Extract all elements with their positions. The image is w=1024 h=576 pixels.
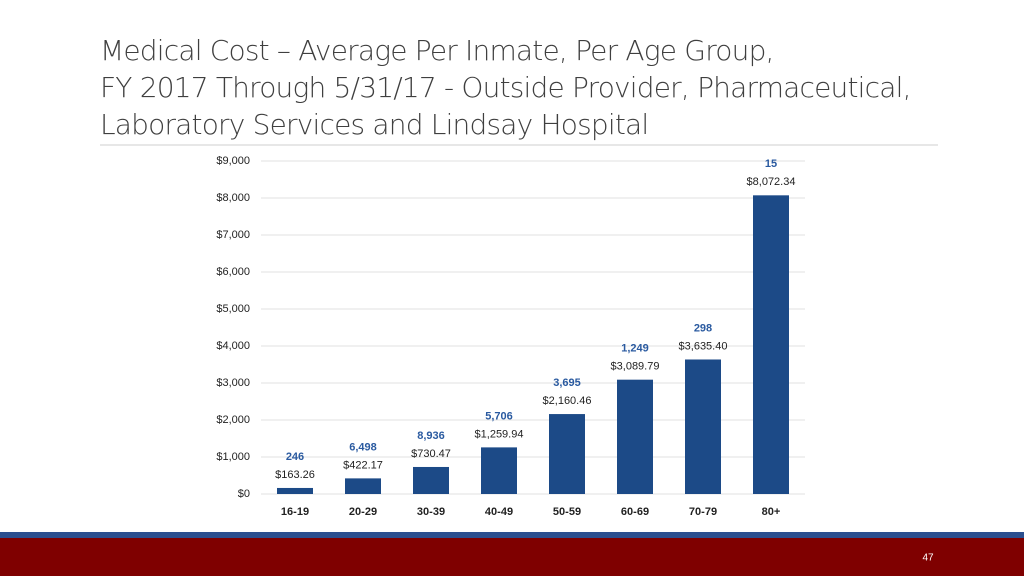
inmate-count: 15 [765,158,777,170]
y-tick-label: $4,000 [216,340,250,352]
bar [481,447,517,494]
bar [753,195,789,494]
bar [413,466,449,494]
bar [617,379,653,494]
title-line: Laboratory Services and Lindsay Hospital [100,108,648,141]
y-tick-label: $1,000 [216,451,250,463]
x-tick-label: 16-19 [281,506,309,518]
x-tick-label: 20-29 [349,506,377,518]
y-tick-label: $9,000 [216,155,250,167]
y-tick-label: $8,000 [216,192,250,204]
y-tick-label: $3,000 [216,377,250,389]
value-label: $730.47 [411,448,451,460]
value-label: $3,089.79 [611,361,660,373]
bar [685,359,721,494]
bar [277,487,313,494]
x-tick-label: 30-39 [417,506,445,518]
y-tick-label: $0 [238,488,250,500]
inmate-count: 5,706 [485,410,513,422]
value-label: $1,259.94 [475,428,524,440]
inmate-count: 8,936 [417,430,445,442]
page-number: 47 [922,553,934,564]
footer-band [0,538,1024,576]
y-tick-label: $2,000 [216,414,250,426]
inmate-count: 6,498 [349,441,377,453]
inmate-count: 246 [286,451,304,463]
x-tick-label: 70-79 [689,506,717,518]
x-tick-label: 60-69 [621,506,649,518]
value-label: $2,160.46 [543,395,592,407]
title-line: FY 2017 Through 5/31/17 - Outside Provid… [100,71,911,104]
x-tick-label: 50-59 [553,506,581,518]
value-label: $3,635.40 [679,340,728,352]
bar [345,478,381,494]
title-line: Medical Cost – Average Per Inmate, Per A… [100,34,774,67]
inmate-count: 298 [694,322,712,334]
footer-stripe [0,532,1024,538]
y-tick-label: $7,000 [216,229,250,241]
value-label: $422.17 [343,459,383,471]
y-tick-label: $5,000 [216,303,250,315]
bar [549,414,585,494]
inmate-count: 1,249 [621,343,649,355]
inmate-count: 3,695 [553,377,581,389]
x-tick-label: 40-49 [485,506,513,518]
value-label: $163.26 [275,469,315,481]
x-tick-label: 80+ [762,506,781,518]
y-tick-label: $6,000 [216,266,250,278]
value-label: $8,072.34 [747,176,796,188]
